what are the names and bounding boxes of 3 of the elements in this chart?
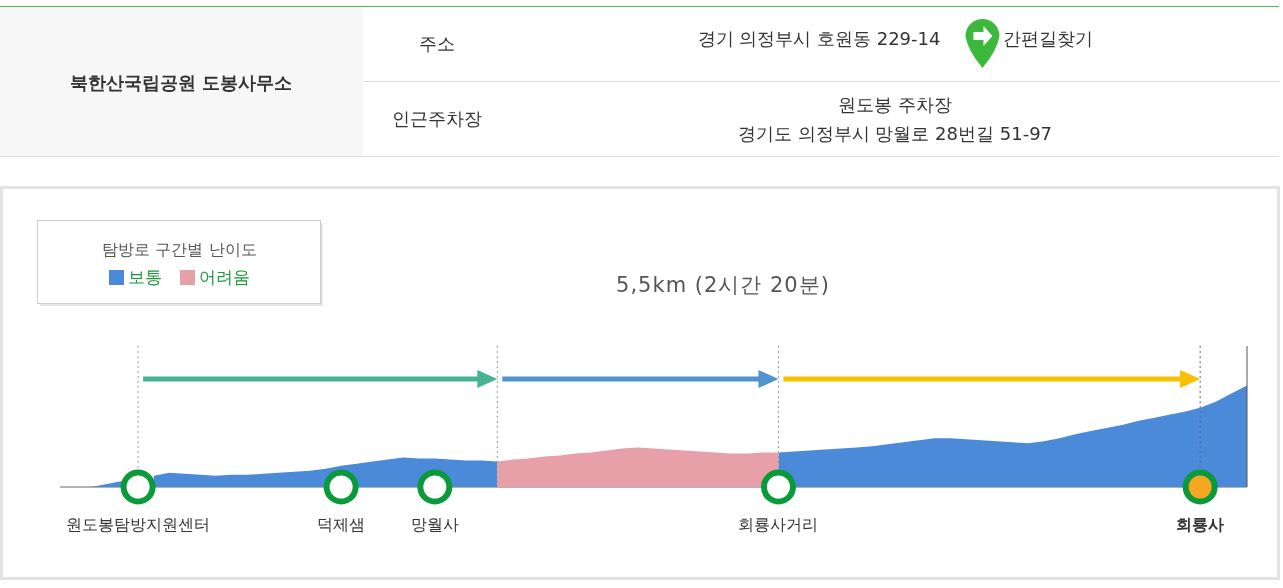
legend-title: 탐방로 구간별 난이도	[102, 239, 257, 259]
title: 5,5km (2시간 20분)	[616, 273, 830, 297]
info-table: 북한산국립공원 도봉사무소 주소 경기 의정부시 호원동 229-14 간편길찾기 인근주차장 원도봉 주차장 경기도 의정부시 망월로 28번길 51-97	[0, 6, 1280, 157]
